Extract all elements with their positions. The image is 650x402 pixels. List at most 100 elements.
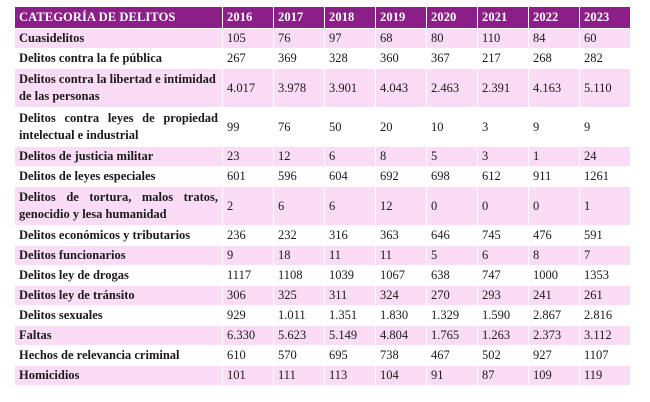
cell-value: 60 [579,28,631,49]
table-row: Faltas 6.330 5.623 5.149 4.804 1.765 1.2… [14,325,631,346]
row-category: Delitos ley de drogas [14,265,223,286]
cell-value: 5.110 [579,68,631,108]
cell-value: 612 [477,166,529,187]
cell-value: 101 [222,365,274,386]
cell-value: 99 [222,107,274,147]
cell-value: 6 [477,245,529,266]
row-category: Delitos sexuales [14,305,223,326]
table-row: Delitos funcionarios 9 18 11 11 5 6 8 7 [14,245,631,266]
cell-value: 50 [324,107,376,147]
header-year-2018: 2018 [324,6,376,29]
table-row: Delitos sexuales 929 1.011 1.351 1.830 1… [14,305,631,326]
cell-value: 3.901 [324,68,376,108]
header-year-2019: 2019 [375,6,427,29]
cell-value: 929 [222,305,274,326]
cell-value: 646 [426,225,478,246]
cell-value: 596 [273,166,325,187]
cell-value: 18 [273,245,325,266]
cell-value: 119 [579,365,631,386]
cell-value: 2.373 [528,325,580,346]
crime-table-container: CATEGORÍA DE DELITOS 2016 2017 2018 2019… [14,6,631,386]
cell-value: 1 [528,146,580,167]
cell-value: 1.830 [375,305,427,326]
cell-value: 268 [528,48,580,69]
table-row: Delitos de leyes especiales 601 596 604 … [14,166,631,187]
crime-statistics-table: CATEGORÍA DE DELITOS 2016 2017 2018 2019… [14,6,631,386]
cell-value: 698 [426,166,478,187]
header-year-2021: 2021 [477,6,529,29]
cell-value: 80 [426,28,478,49]
cell-value: 1.329 [426,305,478,326]
cell-value: 4.043 [375,68,427,108]
cell-value: 3 [477,146,529,167]
cell-value: 1.351 [324,305,376,326]
cell-value: 1353 [579,265,631,286]
row-category: Delitos funcionarios [14,245,223,266]
cell-value: 20 [375,107,427,147]
cell-value: 363 [375,225,427,246]
row-category: Homicidios [14,365,223,386]
cell-value: 2.867 [528,305,580,326]
cell-value: 97 [324,28,376,49]
cell-value: 1.263 [477,325,529,346]
cell-value: 369 [273,48,325,69]
cell-value: 3.978 [273,68,325,108]
table-row: Delitos de tortura, malos tratos, genoci… [14,186,631,226]
cell-value: 692 [375,166,427,187]
cell-value: 367 [426,48,478,69]
cell-value: 4.017 [222,68,274,108]
row-category: Delitos contra la libertad e intimidad d… [14,68,223,108]
cell-value: 325 [273,285,325,306]
cell-value: 604 [324,166,376,187]
table-row: Homicidios 101 111 113 104 91 87 109 119 [14,365,631,386]
cell-value: 0 [426,186,478,226]
cell-value: 4.163 [528,68,580,108]
cell-value: 927 [528,345,580,366]
row-category: Cuasidelitos [14,28,223,49]
cell-value: 9 [528,107,580,147]
header-year-2016: 2016 [222,6,274,29]
cell-value: 113 [324,365,376,386]
cell-value: 23 [222,146,274,167]
cell-value: 232 [273,225,325,246]
cell-value: 1067 [375,265,427,286]
header-category: CATEGORÍA DE DELITOS [14,6,223,29]
cell-value: 2 [222,186,274,226]
cell-value: 2.816 [579,305,631,326]
cell-value: 105 [222,28,274,49]
cell-value: 6 [273,186,325,226]
cell-value: 4.804 [375,325,427,346]
cell-value: 306 [222,285,274,306]
cell-value: 6.330 [222,325,274,346]
cell-value: 1117 [222,265,274,286]
cell-value: 1.765 [426,325,478,346]
cell-value: 5 [426,146,478,167]
cell-value: 9 [579,107,631,147]
cell-value: 3 [477,107,529,147]
cell-value: 110 [477,28,529,49]
cell-value: 5 [426,245,478,266]
row-category: Delitos contra la fe pública [14,48,223,69]
cell-value: 3.112 [579,325,631,346]
cell-value: 1.590 [477,305,529,326]
table-row: Delitos económicos y tributarios 236 232… [14,225,631,246]
cell-value: 7 [579,245,631,266]
header-year-2017: 2017 [273,6,325,29]
table-row: Delitos contra la libertad e intimidad d… [14,68,631,108]
row-category: Delitos económicos y tributarios [14,225,223,246]
cell-value: 610 [222,345,274,366]
cell-value: 104 [375,365,427,386]
cell-value: 0 [528,186,580,226]
cell-value: 1.011 [273,305,325,326]
cell-value: 261 [579,285,631,306]
cell-value: 328 [324,48,376,69]
cell-value: 109 [528,365,580,386]
cell-value: 293 [477,285,529,306]
cell-value: 1108 [273,265,325,286]
cell-value: 87 [477,365,529,386]
cell-value: 638 [426,265,478,286]
cell-value: 316 [324,225,376,246]
cell-value: 12 [273,146,325,167]
cell-value: 1039 [324,265,376,286]
header-year-2022: 2022 [528,6,580,29]
